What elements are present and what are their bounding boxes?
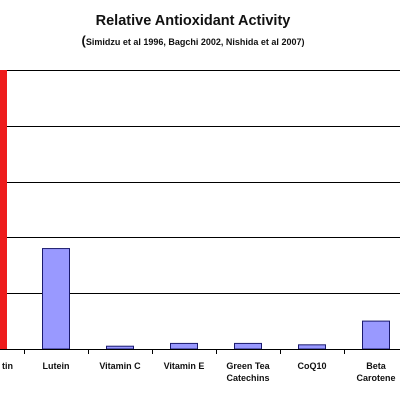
- x-axis-ticks: [24, 349, 345, 354]
- bar-vitamin-c: [106, 345, 134, 350]
- category-label-line2: Carotene: [356, 373, 395, 383]
- bars: [0, 70, 390, 350]
- category-label: Beta: [366, 361, 387, 371]
- bar--tin: [0, 70, 7, 349]
- category-label: Lutein: [43, 361, 70, 371]
- category-label: Vitamin C: [99, 361, 141, 371]
- category-label: CoQ10: [297, 361, 326, 371]
- bar-vitamin-e: [170, 342, 198, 350]
- subtitle-text: Simidzu et al 1996, Bagchi 2002, Nishida…: [85, 37, 305, 47]
- bar-lutein: [42, 248, 70, 350]
- chart-title: Relative Antioxidant Activity: [95, 13, 291, 29]
- category-label-line2: Catechins: [226, 373, 269, 383]
- subtitle-open-paren: (: [81, 33, 86, 48]
- category-label: Vitamin E: [164, 361, 205, 371]
- x-axis-labels: tin Lutein Vitamin C Vitamin E Green Tea Cate…: [2, 361, 396, 383]
- category-label: tin: [2, 361, 13, 371]
- bar-coq10: [298, 344, 326, 350]
- bar-beta-carotene: [362, 320, 390, 350]
- bar-green-tea-catechins: [234, 342, 262, 350]
- chart-subtitle: (Simidzu et al 1996, Bagchi 2002, Nishid…: [0, 33, 386, 48]
- category-label: Green Tea: [226, 361, 270, 371]
